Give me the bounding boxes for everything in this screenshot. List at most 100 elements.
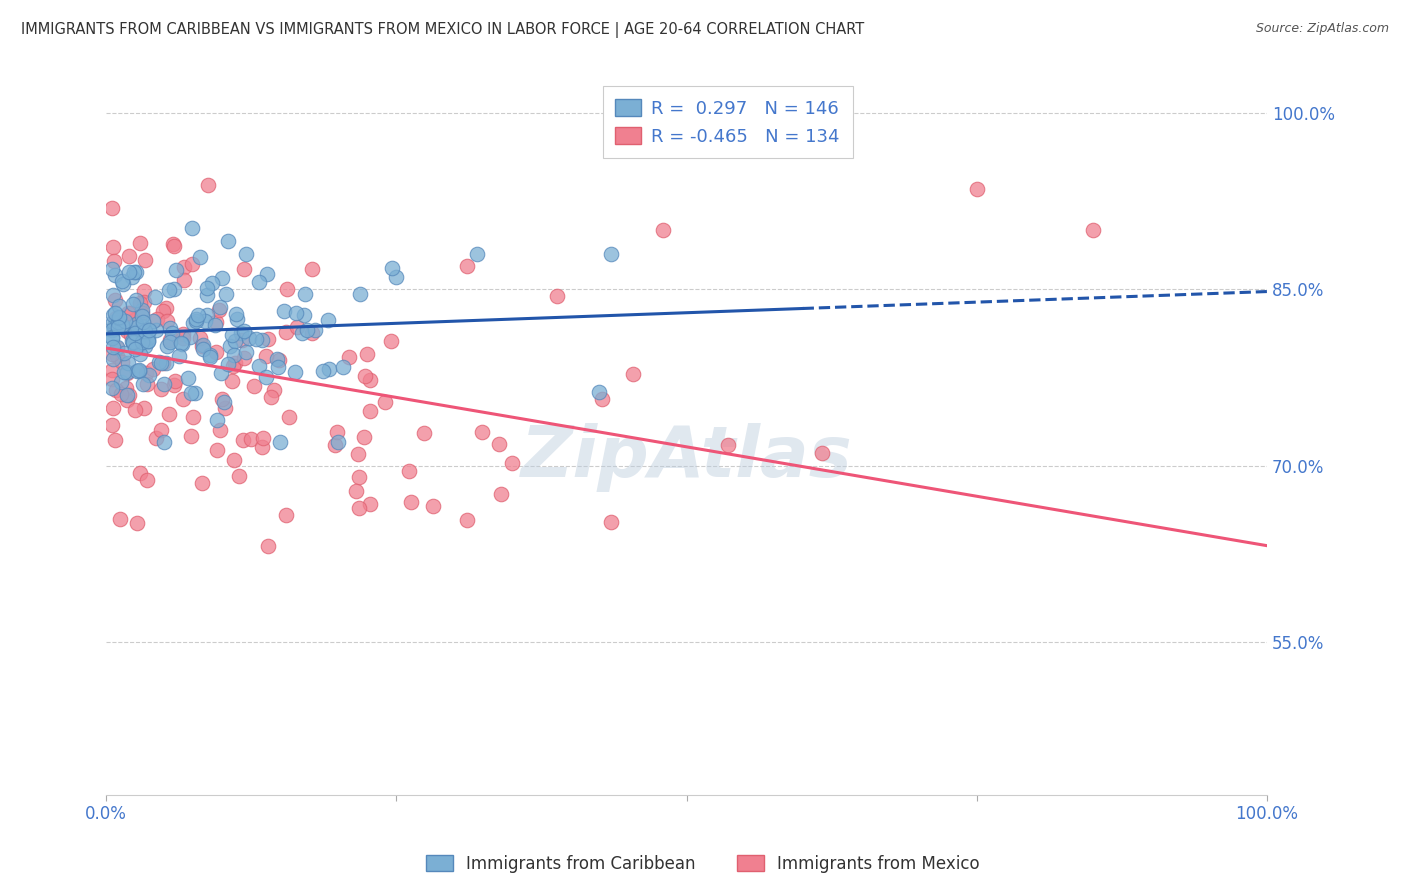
Point xyxy=(195,288,218,302)
Point xyxy=(273,303,295,318)
Point xyxy=(152,304,174,318)
Point xyxy=(209,366,232,380)
Point xyxy=(104,268,127,283)
Point xyxy=(198,350,221,364)
Point xyxy=(103,321,125,335)
Point xyxy=(156,314,179,328)
Point xyxy=(138,334,160,348)
Point xyxy=(276,508,298,523)
Point xyxy=(180,385,202,400)
Point xyxy=(115,381,138,395)
Point xyxy=(101,331,124,345)
Point xyxy=(398,464,420,478)
Point xyxy=(121,270,143,285)
Point xyxy=(252,441,274,455)
Point xyxy=(124,326,146,340)
Point xyxy=(226,312,249,326)
Point xyxy=(200,276,222,290)
Point xyxy=(160,326,183,341)
Point xyxy=(101,401,124,416)
Point xyxy=(118,249,141,263)
Point xyxy=(172,330,194,344)
Point xyxy=(209,300,232,314)
Point xyxy=(591,392,613,407)
Point xyxy=(104,293,127,307)
Point xyxy=(103,318,125,333)
Point xyxy=(292,308,315,322)
Point xyxy=(652,223,675,237)
Point xyxy=(134,324,156,338)
Point xyxy=(134,326,156,340)
Point xyxy=(105,318,128,333)
Point xyxy=(285,319,308,334)
Point xyxy=(193,338,215,352)
Point xyxy=(117,356,139,370)
Point xyxy=(103,315,125,329)
Point xyxy=(131,306,153,320)
Point xyxy=(381,260,404,275)
Point xyxy=(132,315,155,329)
Point xyxy=(163,239,186,253)
Point xyxy=(188,331,211,345)
Point xyxy=(318,362,340,376)
Point xyxy=(222,359,245,373)
Point xyxy=(256,539,278,553)
Point xyxy=(269,435,291,450)
Point xyxy=(107,299,129,313)
Point xyxy=(413,426,436,441)
Point xyxy=(422,500,444,514)
Point xyxy=(191,339,214,353)
Point xyxy=(104,433,127,447)
Point xyxy=(115,365,138,379)
Point xyxy=(1081,223,1104,237)
Point xyxy=(184,385,207,400)
Point xyxy=(811,446,834,460)
Point xyxy=(131,319,153,334)
Point xyxy=(231,433,253,447)
Point xyxy=(195,308,218,322)
Point xyxy=(359,496,381,510)
Point xyxy=(120,327,142,342)
Point xyxy=(295,323,318,337)
Point xyxy=(124,265,146,279)
Point xyxy=(131,309,153,323)
Point xyxy=(717,437,740,451)
Point xyxy=(252,431,274,445)
Point xyxy=(107,315,129,329)
Point xyxy=(278,410,301,425)
Point xyxy=(191,342,214,356)
Point xyxy=(183,409,205,424)
Point xyxy=(124,403,146,417)
Point xyxy=(125,364,148,378)
Point xyxy=(184,314,207,328)
Point xyxy=(224,334,246,348)
Text: Source: ZipAtlas.com: Source: ZipAtlas.com xyxy=(1256,22,1389,36)
Point xyxy=(267,359,290,374)
Point xyxy=(117,306,139,320)
Point xyxy=(146,311,169,326)
Point xyxy=(145,323,167,337)
Point xyxy=(344,484,367,499)
Point xyxy=(108,311,131,326)
Point xyxy=(208,423,231,437)
Point xyxy=(101,330,124,344)
Point xyxy=(125,293,148,308)
Point xyxy=(456,512,478,526)
Point xyxy=(163,282,186,296)
Point xyxy=(128,296,150,310)
Point xyxy=(131,334,153,349)
Point xyxy=(153,376,176,391)
Point xyxy=(115,388,138,402)
Point xyxy=(294,286,316,301)
Point xyxy=(125,318,148,332)
Point xyxy=(207,442,229,457)
Point xyxy=(380,334,402,348)
Point xyxy=(101,324,124,338)
Point xyxy=(254,349,277,363)
Point xyxy=(128,363,150,377)
Point xyxy=(354,368,377,383)
Point xyxy=(121,328,143,343)
Point xyxy=(101,201,124,215)
Point xyxy=(165,263,187,277)
Point xyxy=(238,330,260,344)
